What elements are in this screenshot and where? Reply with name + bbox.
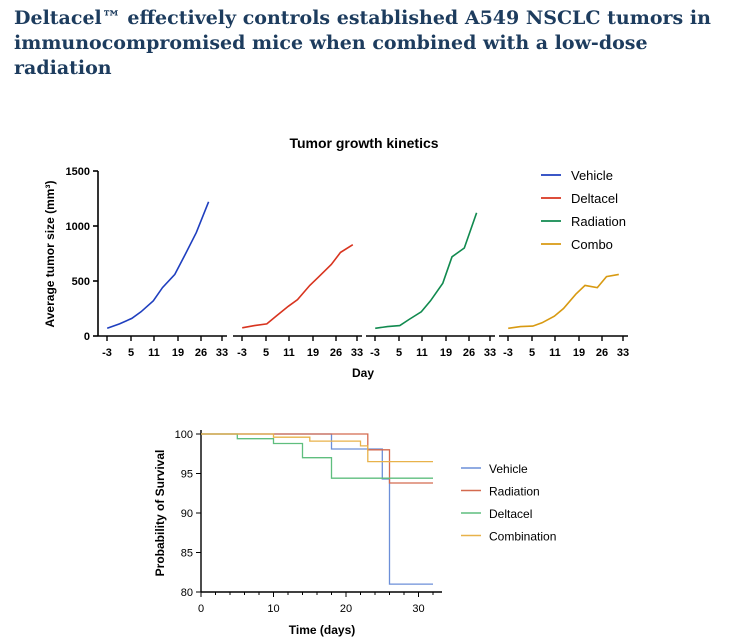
survival-x-tick-label: 0 (198, 603, 204, 615)
survival-y-tick-label: 90 (181, 508, 193, 520)
survival-x-tick-label: 10 (267, 603, 279, 615)
x-tick-label: 5 (396, 347, 402, 359)
y-tick-label: 0 (84, 331, 90, 343)
survival-legend-label-vehicle: Vehicle (489, 462, 528, 476)
x-tick-label: -3 (370, 347, 380, 359)
x-tick-label: 19 (172, 347, 184, 359)
legend-label-combo: Combo (571, 237, 613, 252)
survival-y-tick-label: 85 (181, 548, 193, 560)
survival-line-vehicle (201, 433, 433, 585)
legend-label-vehicle: Vehicle (571, 168, 613, 183)
survival-x-tick-label: 30 (412, 603, 424, 615)
x-tick-label: 26 (463, 347, 475, 359)
legend-label-radiation: Radiation (571, 214, 626, 229)
x-tick-label: 26 (596, 347, 608, 359)
chart-title: Tumor growth kinetics (289, 135, 438, 151)
survival-y-tick-label: 100 (175, 429, 193, 441)
survival-line-deltacel (201, 433, 433, 479)
x-tick-label: -3 (102, 347, 112, 359)
x-tick-label: 26 (195, 347, 207, 359)
survival-line-combination (201, 433, 433, 463)
survival-y-axis-label: Probability of Survival (153, 450, 167, 577)
x-tick-label: 33 (617, 347, 629, 359)
x-tick-label: 11 (416, 347, 428, 359)
x-tick-label: 19 (307, 347, 319, 359)
survival-x-axis-label: Time (days) (289, 623, 355, 637)
survival-legend-label-radiation: Radiation (489, 485, 540, 499)
y-tick-label: 500 (72, 276, 90, 288)
headline: Deltacel™ effectively controls establish… (14, 7, 711, 79)
y-axis-label: Average tumor size (mm³) (43, 181, 57, 328)
x-tick-label: 33 (351, 347, 363, 359)
x-tick-label: 5 (529, 347, 535, 359)
x-tick-label: -3 (503, 347, 513, 359)
x-tick-label: 33 (484, 347, 496, 359)
y-tick-label: 1000 (66, 221, 90, 233)
survival-line-radiation (201, 433, 433, 484)
x-tick-label: 33 (216, 347, 228, 359)
x-tick-label: 26 (330, 347, 342, 359)
survival-x-tick-label: 20 (340, 603, 352, 615)
x-axis-label: Day (352, 366, 374, 380)
survival-legend-label-deltacel: Deltacel (489, 507, 532, 521)
x-tick-label: 11 (283, 347, 295, 359)
x-tick-label: 11 (549, 347, 561, 359)
y-tick-label: 1500 (66, 166, 90, 178)
series-line-vehicle (106, 201, 210, 330)
x-tick-label: 19 (573, 347, 585, 359)
x-tick-label: -3 (237, 347, 247, 359)
x-tick-label: 11 (148, 347, 160, 359)
x-tick-label: 19 (440, 347, 452, 359)
series-line-deltacel (242, 244, 354, 329)
series-line-radiation (375, 212, 478, 330)
legend-label-deltacel: Deltacel (571, 191, 618, 206)
series-line-combo (508, 273, 619, 330)
x-tick-label: 5 (128, 347, 134, 359)
x-tick-label: 5 (263, 347, 269, 359)
survival-y-tick-label: 80 (181, 587, 193, 599)
survival-legend-label-combination: Combination (489, 530, 556, 544)
survival-y-tick-label: 95 (181, 469, 193, 481)
